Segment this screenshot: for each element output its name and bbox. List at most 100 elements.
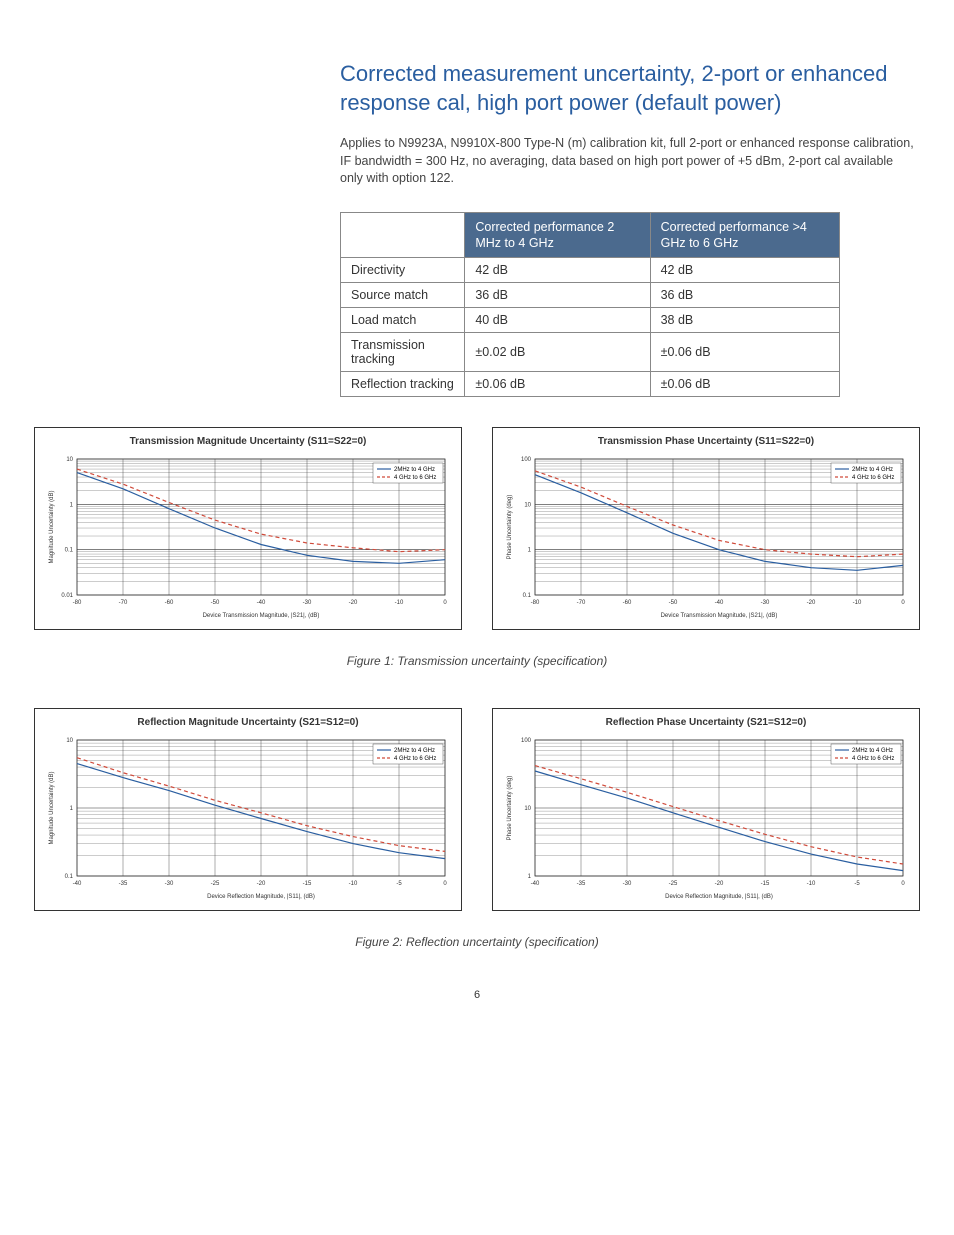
svg-text:0.1: 0.1	[65, 548, 74, 554]
svg-text:-80: -80	[73, 600, 82, 606]
svg-text:-30: -30	[165, 881, 174, 887]
svg-text:100: 100	[521, 738, 532, 744]
svg-text:-40: -40	[73, 881, 82, 887]
svg-text:-10: -10	[349, 881, 358, 887]
svg-text:-10: -10	[807, 881, 816, 887]
page-title: Corrected measurement uncertainty, 2-por…	[340, 60, 914, 117]
table-row: Source match36 dB36 dB	[341, 283, 840, 308]
chart-svg: -80-70-60-50-40-30-20-1000.11101002MHz t…	[501, 451, 911, 621]
svg-text:2MHz to 4 GHz: 2MHz to 4 GHz	[852, 467, 893, 473]
svg-text:-15: -15	[303, 881, 312, 887]
svg-text:0: 0	[901, 881, 905, 887]
svg-text:2MHz to 4 GHz: 2MHz to 4 GHz	[394, 467, 435, 473]
svg-text:-50: -50	[669, 600, 678, 606]
table-cell: 40 dB	[465, 308, 650, 333]
svg-text:Device Reflection Magnitude, |: Device Reflection Magnitude, |S11|, (dB)	[665, 894, 773, 900]
svg-text:1: 1	[528, 548, 532, 554]
svg-text:-60: -60	[165, 600, 174, 606]
table-cell: ±0.02 dB	[465, 333, 650, 372]
header-block: Corrected measurement uncertainty, 2-por…	[340, 60, 914, 397]
svg-text:Magnitude Uncertainty (dB): Magnitude Uncertainty (dB)	[49, 772, 55, 845]
svg-text:-40: -40	[531, 881, 540, 887]
table-row: Reflection tracking±0.06 dB±0.06 dB	[341, 372, 840, 397]
table-cell: Reflection tracking	[341, 372, 465, 397]
svg-text:0.1: 0.1	[65, 874, 74, 880]
table-cell: 36 dB	[465, 283, 650, 308]
svg-text:-50: -50	[211, 600, 220, 606]
svg-text:-5: -5	[396, 881, 402, 887]
svg-text:Magnitude Uncertainty (dB): Magnitude Uncertainty (dB)	[49, 491, 55, 564]
table-cell: 36 dB	[650, 283, 839, 308]
spec-table: Corrected performance 2 MHz to 4 GHz Cor…	[340, 212, 840, 398]
table-row: Directivity42 dB42 dB	[341, 258, 840, 283]
svg-text:-20: -20	[715, 881, 724, 887]
svg-text:-15: -15	[761, 881, 770, 887]
svg-text:1: 1	[528, 874, 532, 880]
table-cell: Load match	[341, 308, 465, 333]
svg-text:-20: -20	[349, 600, 358, 606]
svg-text:-10: -10	[853, 600, 862, 606]
svg-text:-30: -30	[761, 600, 770, 606]
svg-text:Phase Uncertainty (deg): Phase Uncertainty (deg)	[507, 495, 513, 560]
table-cell: 42 dB	[465, 258, 650, 283]
svg-text:10: 10	[66, 738, 73, 744]
svg-text:Device Reflection Magnitude, |: Device Reflection Magnitude, |S11|, (dB)	[207, 894, 315, 900]
chart-trans-phase: Transmission Phase Uncertainty (S11=S22=…	[492, 427, 920, 630]
svg-text:0: 0	[443, 881, 447, 887]
figure-1-caption: Figure 1: Transmission uncertainty (spec…	[40, 654, 914, 668]
svg-text:-70: -70	[119, 600, 128, 606]
svg-text:10: 10	[524, 806, 531, 812]
svg-text:-5: -5	[854, 881, 860, 887]
table-cell: ±0.06 dB	[650, 372, 839, 397]
table-cell: 42 dB	[650, 258, 839, 283]
table-header-row: Corrected performance 2 MHz to 4 GHz Cor…	[341, 212, 840, 258]
svg-text:100: 100	[521, 457, 532, 463]
svg-text:-10: -10	[395, 600, 404, 606]
table-cell: Source match	[341, 283, 465, 308]
svg-text:2MHz to 4 GHz: 2MHz to 4 GHz	[394, 748, 435, 754]
svg-text:-25: -25	[211, 881, 220, 887]
svg-text:0: 0	[443, 600, 447, 606]
chart-svg: -80-70-60-50-40-30-20-1000.010.11102MHz …	[43, 451, 453, 621]
svg-text:-25: -25	[669, 881, 678, 887]
chart-svg: -40 -35 -30 -25 -20 -15 -10 -5 0 1 10 100 2MHz to 4 …	[501, 732, 911, 902]
svg-text:-35: -35	[577, 881, 586, 887]
svg-text:-60: -60	[623, 600, 632, 606]
svg-text:4 GHz to 6 GHz: 4 GHz to 6 GHz	[852, 756, 894, 762]
svg-text:1: 1	[70, 806, 74, 812]
table-header-col2: Corrected performance >4 GHz to 6 GHz	[650, 212, 839, 258]
table-cell: ±0.06 dB	[465, 372, 650, 397]
svg-text:-20: -20	[257, 881, 266, 887]
table-cell: 38 dB	[650, 308, 839, 333]
svg-text:2MHz to 4 GHz: 2MHz to 4 GHz	[852, 748, 893, 754]
svg-text:-70: -70	[577, 600, 586, 606]
svg-text:-20: -20	[807, 600, 816, 606]
chart-row-1: Transmission Magnitude Uncertainty (S11=…	[40, 427, 914, 630]
svg-text:0.1: 0.1	[523, 593, 532, 599]
svg-text:4 GHz to 6 GHz: 4 GHz to 6 GHz	[394, 475, 436, 481]
table-cell: Directivity	[341, 258, 465, 283]
svg-text:4 GHz to 6 GHz: 4 GHz to 6 GHz	[394, 756, 436, 762]
svg-text:Phase Uncertainty (deg): Phase Uncertainty (deg)	[507, 776, 513, 841]
svg-text:-35: -35	[119, 881, 128, 887]
svg-text:-40: -40	[257, 600, 266, 606]
table-row: Transmission tracking±0.02 dB±0.06 dB	[341, 333, 840, 372]
svg-text:-80: -80	[531, 600, 540, 606]
chart-trans-mag: Transmission Magnitude Uncertainty (S11=…	[34, 427, 462, 630]
svg-text:1: 1	[70, 503, 74, 509]
table-header-blank	[341, 212, 465, 258]
description-text: Applies to N9923A, N9910X-800 Type-N (m)…	[340, 135, 914, 188]
svg-text:0.01: 0.01	[61, 593, 73, 599]
svg-text:-30: -30	[623, 881, 632, 887]
svg-text:4 GHz to 6 GHz: 4 GHz to 6 GHz	[852, 475, 894, 481]
table-header-col1: Corrected performance 2 MHz to 4 GHz	[465, 212, 650, 258]
svg-text:Device Transmission Magnitude,: Device Transmission Magnitude, |S21|, (d…	[661, 613, 778, 619]
svg-text:0: 0	[901, 600, 905, 606]
chart-svg: -40 -35 -30 -25 -20 -15 -10 -5 0 0.1 1 10 2MHz to 4 …	[43, 732, 453, 902]
table-cell: ±0.06 dB	[650, 333, 839, 372]
svg-text:10: 10	[66, 457, 73, 463]
chart-row-2: Reflection Magnitude Uncertainty (S21=S1…	[40, 708, 914, 911]
page-number: 6	[40, 989, 914, 1001]
svg-text:Device Transmission Magnitude,: Device Transmission Magnitude, |S21|, (d…	[203, 613, 320, 619]
chart-refl-phase: Reflection Phase Uncertainty (S21=S12=0)…	[492, 708, 920, 911]
